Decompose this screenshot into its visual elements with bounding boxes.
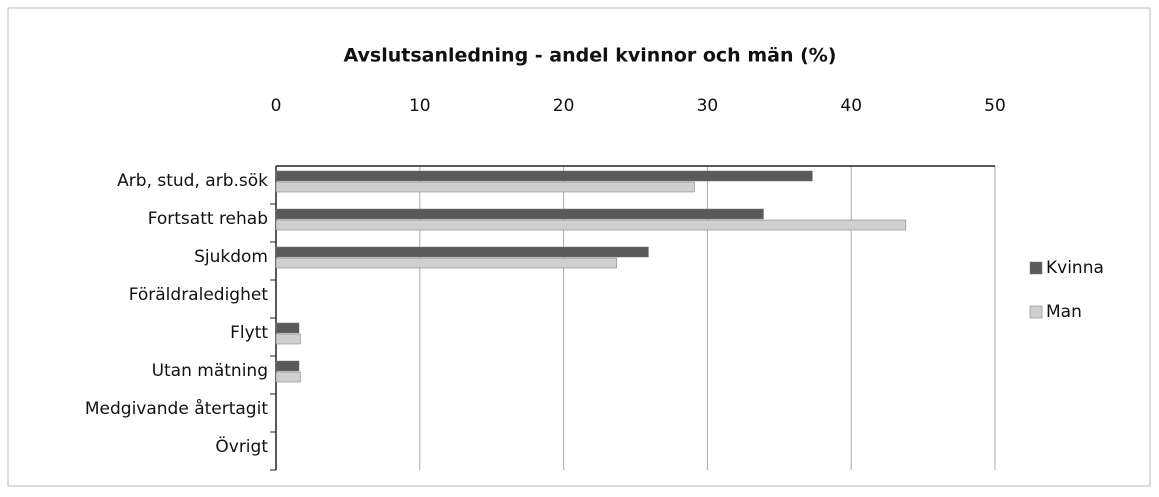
bar <box>275 170 813 182</box>
x-tick-label: 20 <box>553 96 575 116</box>
bar <box>275 246 649 258</box>
legend-label: Kvinna <box>1046 258 1104 278</box>
y-tick-label: Fortsatt rehab <box>148 209 268 229</box>
y-tick-label: Sjukdom <box>194 247 268 267</box>
x-tick-label: 50 <box>984 96 1006 116</box>
legend-label: Man <box>1046 302 1082 322</box>
x-tick-label: 30 <box>697 96 719 116</box>
legend-swatch <box>1029 305 1043 319</box>
y-tick-label: Medgivande återtagit <box>85 398 268 419</box>
y-tick-label: Arb, stud, arb.sök <box>117 171 268 191</box>
bar <box>275 360 300 372</box>
bar <box>275 257 618 269</box>
y-tick-label: Utan mätning <box>152 361 268 381</box>
bar <box>275 333 301 345</box>
bar <box>275 322 300 334</box>
x-tick-label: 10 <box>409 96 431 116</box>
y-tick-label: Föräldraledighet <box>129 285 269 305</box>
bar <box>275 208 764 220</box>
legend-swatch <box>1029 261 1043 275</box>
bar <box>275 219 907 231</box>
x-tick-label: 0 <box>271 96 282 116</box>
y-tick-label: Övrigt <box>215 435 268 457</box>
chart-title: Avslutsanledning - andel kvinnor och män… <box>344 45 837 67</box>
chart-frame <box>7 7 1151 487</box>
x-tick-label: 40 <box>840 96 862 116</box>
bar <box>275 371 301 383</box>
bar <box>275 181 695 193</box>
y-tick-label: Flytt <box>230 323 268 343</box>
